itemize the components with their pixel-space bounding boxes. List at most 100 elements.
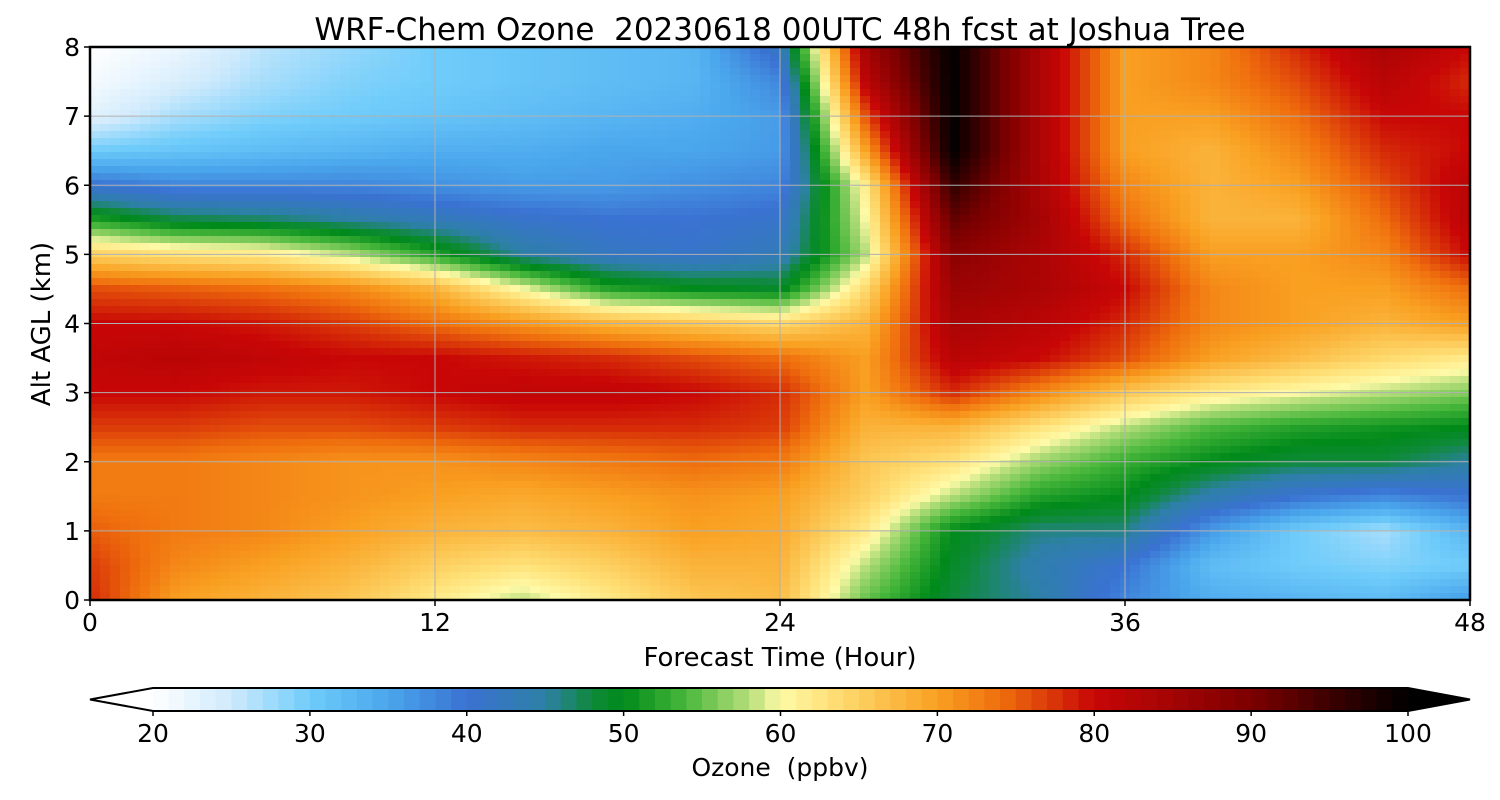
ozone-cell [570,124,581,132]
ozone-cell [1260,47,1271,55]
ozone-cell [910,285,921,293]
ozone-cell [420,82,431,90]
ozone-cell [290,82,301,90]
ozone-cell [490,201,501,209]
ozone-cell [280,236,291,244]
ozone-cell [550,96,561,104]
ozone-cell [110,271,121,279]
ozone-cell [680,82,691,90]
ozone-cell [800,96,811,104]
ozone-cell [650,159,661,167]
ozone-cell [170,194,181,202]
ozone-cell [180,75,191,83]
ozone-cell [330,215,341,223]
ozone-cell [500,285,511,293]
ozone-cell [910,75,921,83]
ozone-cell [920,166,931,174]
ozone-cell [1420,117,1431,125]
ozone-cell [210,61,221,69]
ozone-cell [1370,159,1381,167]
ozone-cell [350,159,361,167]
ozone-cell [340,47,351,55]
ozone-cell [1030,75,1041,83]
ozone-cell [1450,215,1461,223]
ozone-cell [250,152,261,160]
ozone-cell [860,243,871,251]
ozone-cell [1420,236,1431,244]
ozone-cell [310,222,321,230]
ozone-cell [360,236,371,244]
ozone-cell [370,54,381,62]
ozone-cell [720,145,731,153]
ozone-cell [710,180,721,188]
ozone-cell [120,103,131,111]
ozone-cell [780,54,791,62]
ozone-cell [1340,145,1351,153]
ozone-cell [970,166,981,174]
ozone-cell [90,145,101,153]
ozone-cell [1000,166,1011,174]
ozone-cell [250,187,261,195]
ozone-cell [680,173,691,181]
ozone-cell [970,215,981,223]
ozone-cell [1300,187,1311,195]
ozone-cell [230,187,241,195]
ozone-cell [1130,61,1141,69]
ozone-cell [1050,208,1061,216]
ozone-cell [440,68,451,76]
ozone-cell [300,299,311,307]
ozone-cell [600,257,611,265]
ozone-cell [730,236,741,244]
ozone-cell [1290,54,1301,62]
ozone-cell [110,243,121,251]
ozone-cell [1170,243,1181,251]
ozone-cell [950,54,961,62]
ozone-cell [1240,180,1251,188]
ozone-cell [1150,124,1161,132]
ozone-cell [710,229,721,237]
ozone-cell [600,180,611,188]
ozone-cell [240,96,251,104]
ozone-cell [1050,236,1061,244]
ozone-cell [140,138,151,146]
ozone-cell [1020,124,1031,132]
ozone-cell [1030,243,1041,251]
ozone-cell [930,271,941,279]
ozone-cell [690,54,701,62]
ozone-cell [1370,236,1381,244]
ozone-cell [1010,47,1021,55]
ozone-cell [270,138,281,146]
ozone-cell [1000,236,1011,244]
ozone-cell [1030,47,1041,55]
ozone-cell [280,285,291,293]
ozone-cell [350,208,361,216]
ozone-cell [680,152,691,160]
ozone-cell [1330,222,1341,230]
ozone-cell [1350,215,1361,223]
ozone-cell [1070,96,1081,104]
ozone-cell [460,264,471,272]
ozone-cell [750,124,761,132]
ozone-cell [1380,208,1391,216]
ozone-cell [310,117,321,125]
ozone-cell [100,68,111,76]
ozone-cell [200,138,211,146]
ozone-cell [800,271,811,279]
ozone-cell [790,96,801,104]
ozone-cell [1290,292,1301,300]
ozone-cell [1360,131,1371,139]
ozone-cell [830,215,841,223]
ozone-cell [1100,278,1111,286]
ozone-cell [1000,243,1011,251]
ozone-cell [200,117,211,125]
ozone-cell [320,278,331,286]
ozone-cell [240,110,251,118]
ozone-cell [780,173,791,181]
ozone-cell [630,215,641,223]
ozone-cell [600,236,611,244]
ozone-cell [830,173,841,181]
ozone-cell [380,180,391,188]
ozone-cell [930,243,941,251]
ozone-cell [290,96,301,104]
ozone-cell [200,47,211,55]
